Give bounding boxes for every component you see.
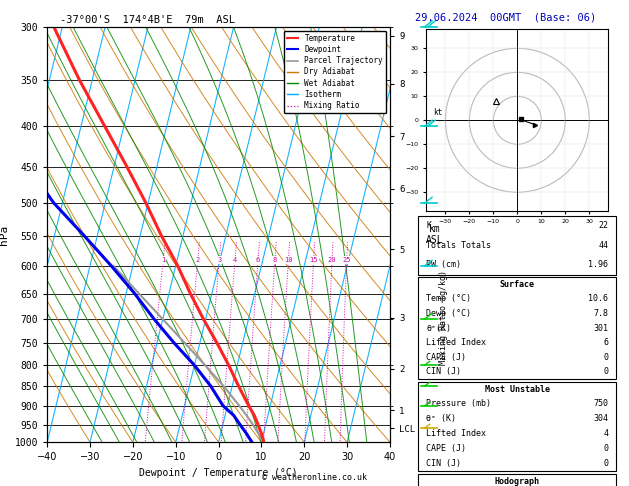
Text: 4: 4 [603, 430, 608, 438]
Y-axis label: km
ASL: km ASL [426, 224, 443, 245]
Y-axis label: hPa: hPa [0, 225, 9, 244]
Legend: Temperature, Dewpoint, Parcel Trajectory, Dry Adiabat, Wet Adiabat, Isotherm, Mi: Temperature, Dewpoint, Parcel Trajectory… [284, 31, 386, 113]
Text: 6: 6 [256, 257, 260, 263]
Text: Totals Totals: Totals Totals [426, 241, 491, 250]
Text: 22: 22 [599, 222, 608, 230]
Text: CIN (J): CIN (J) [426, 367, 461, 376]
Text: Surface: Surface [500, 280, 535, 289]
Text: K: K [426, 222, 431, 230]
Text: 0: 0 [603, 353, 608, 362]
Text: 750: 750 [594, 399, 608, 409]
Text: Lifted Index: Lifted Index [426, 430, 486, 438]
Text: Hodograph: Hodograph [495, 477, 540, 486]
Text: Most Unstable: Most Unstable [485, 384, 550, 394]
Text: CIN (J): CIN (J) [426, 459, 461, 469]
Text: 3: 3 [217, 257, 221, 263]
Text: kt: kt [433, 108, 443, 117]
Text: Temp (°C): Temp (°C) [426, 295, 471, 303]
Text: 8: 8 [273, 257, 277, 263]
Text: 15: 15 [309, 257, 318, 263]
Text: 29.06.2024  00GMT  (Base: 06): 29.06.2024 00GMT (Base: 06) [415, 12, 596, 22]
Text: θᵉ (K): θᵉ (K) [426, 415, 456, 423]
Text: 2: 2 [196, 257, 200, 263]
Text: 0: 0 [603, 444, 608, 453]
Text: 0: 0 [603, 367, 608, 376]
Text: 25: 25 [343, 257, 351, 263]
Text: 6: 6 [603, 338, 608, 347]
Text: Mixing Ratio (g/kg): Mixing Ratio (g/kg) [439, 270, 448, 365]
Text: Dewp (°C): Dewp (°C) [426, 309, 471, 318]
X-axis label: Dewpoint / Temperature (°C): Dewpoint / Temperature (°C) [139, 468, 298, 478]
Text: -37°00'S  174°4B'E  79m  ASL: -37°00'S 174°4B'E 79m ASL [60, 15, 235, 25]
Text: 10.6: 10.6 [589, 295, 608, 303]
Text: 0: 0 [603, 459, 608, 469]
Text: © weatheronline.co.uk: © weatheronline.co.uk [262, 473, 367, 482]
Text: CAPE (J): CAPE (J) [426, 444, 466, 453]
Text: θᵉ(K): θᵉ(K) [426, 324, 451, 332]
Text: 10: 10 [284, 257, 292, 263]
Text: CAPE (J): CAPE (J) [426, 353, 466, 362]
Text: 1: 1 [161, 257, 165, 263]
Text: 44: 44 [599, 241, 608, 250]
Text: 4: 4 [233, 257, 237, 263]
Text: 301: 301 [594, 324, 608, 332]
Text: Pressure (mb): Pressure (mb) [426, 399, 491, 409]
Text: 304: 304 [594, 415, 608, 423]
Text: 20: 20 [328, 257, 337, 263]
Text: PW (cm): PW (cm) [426, 260, 461, 269]
Text: 1.96: 1.96 [589, 260, 608, 269]
Text: 7.8: 7.8 [594, 309, 608, 318]
Text: Lifted Index: Lifted Index [426, 338, 486, 347]
